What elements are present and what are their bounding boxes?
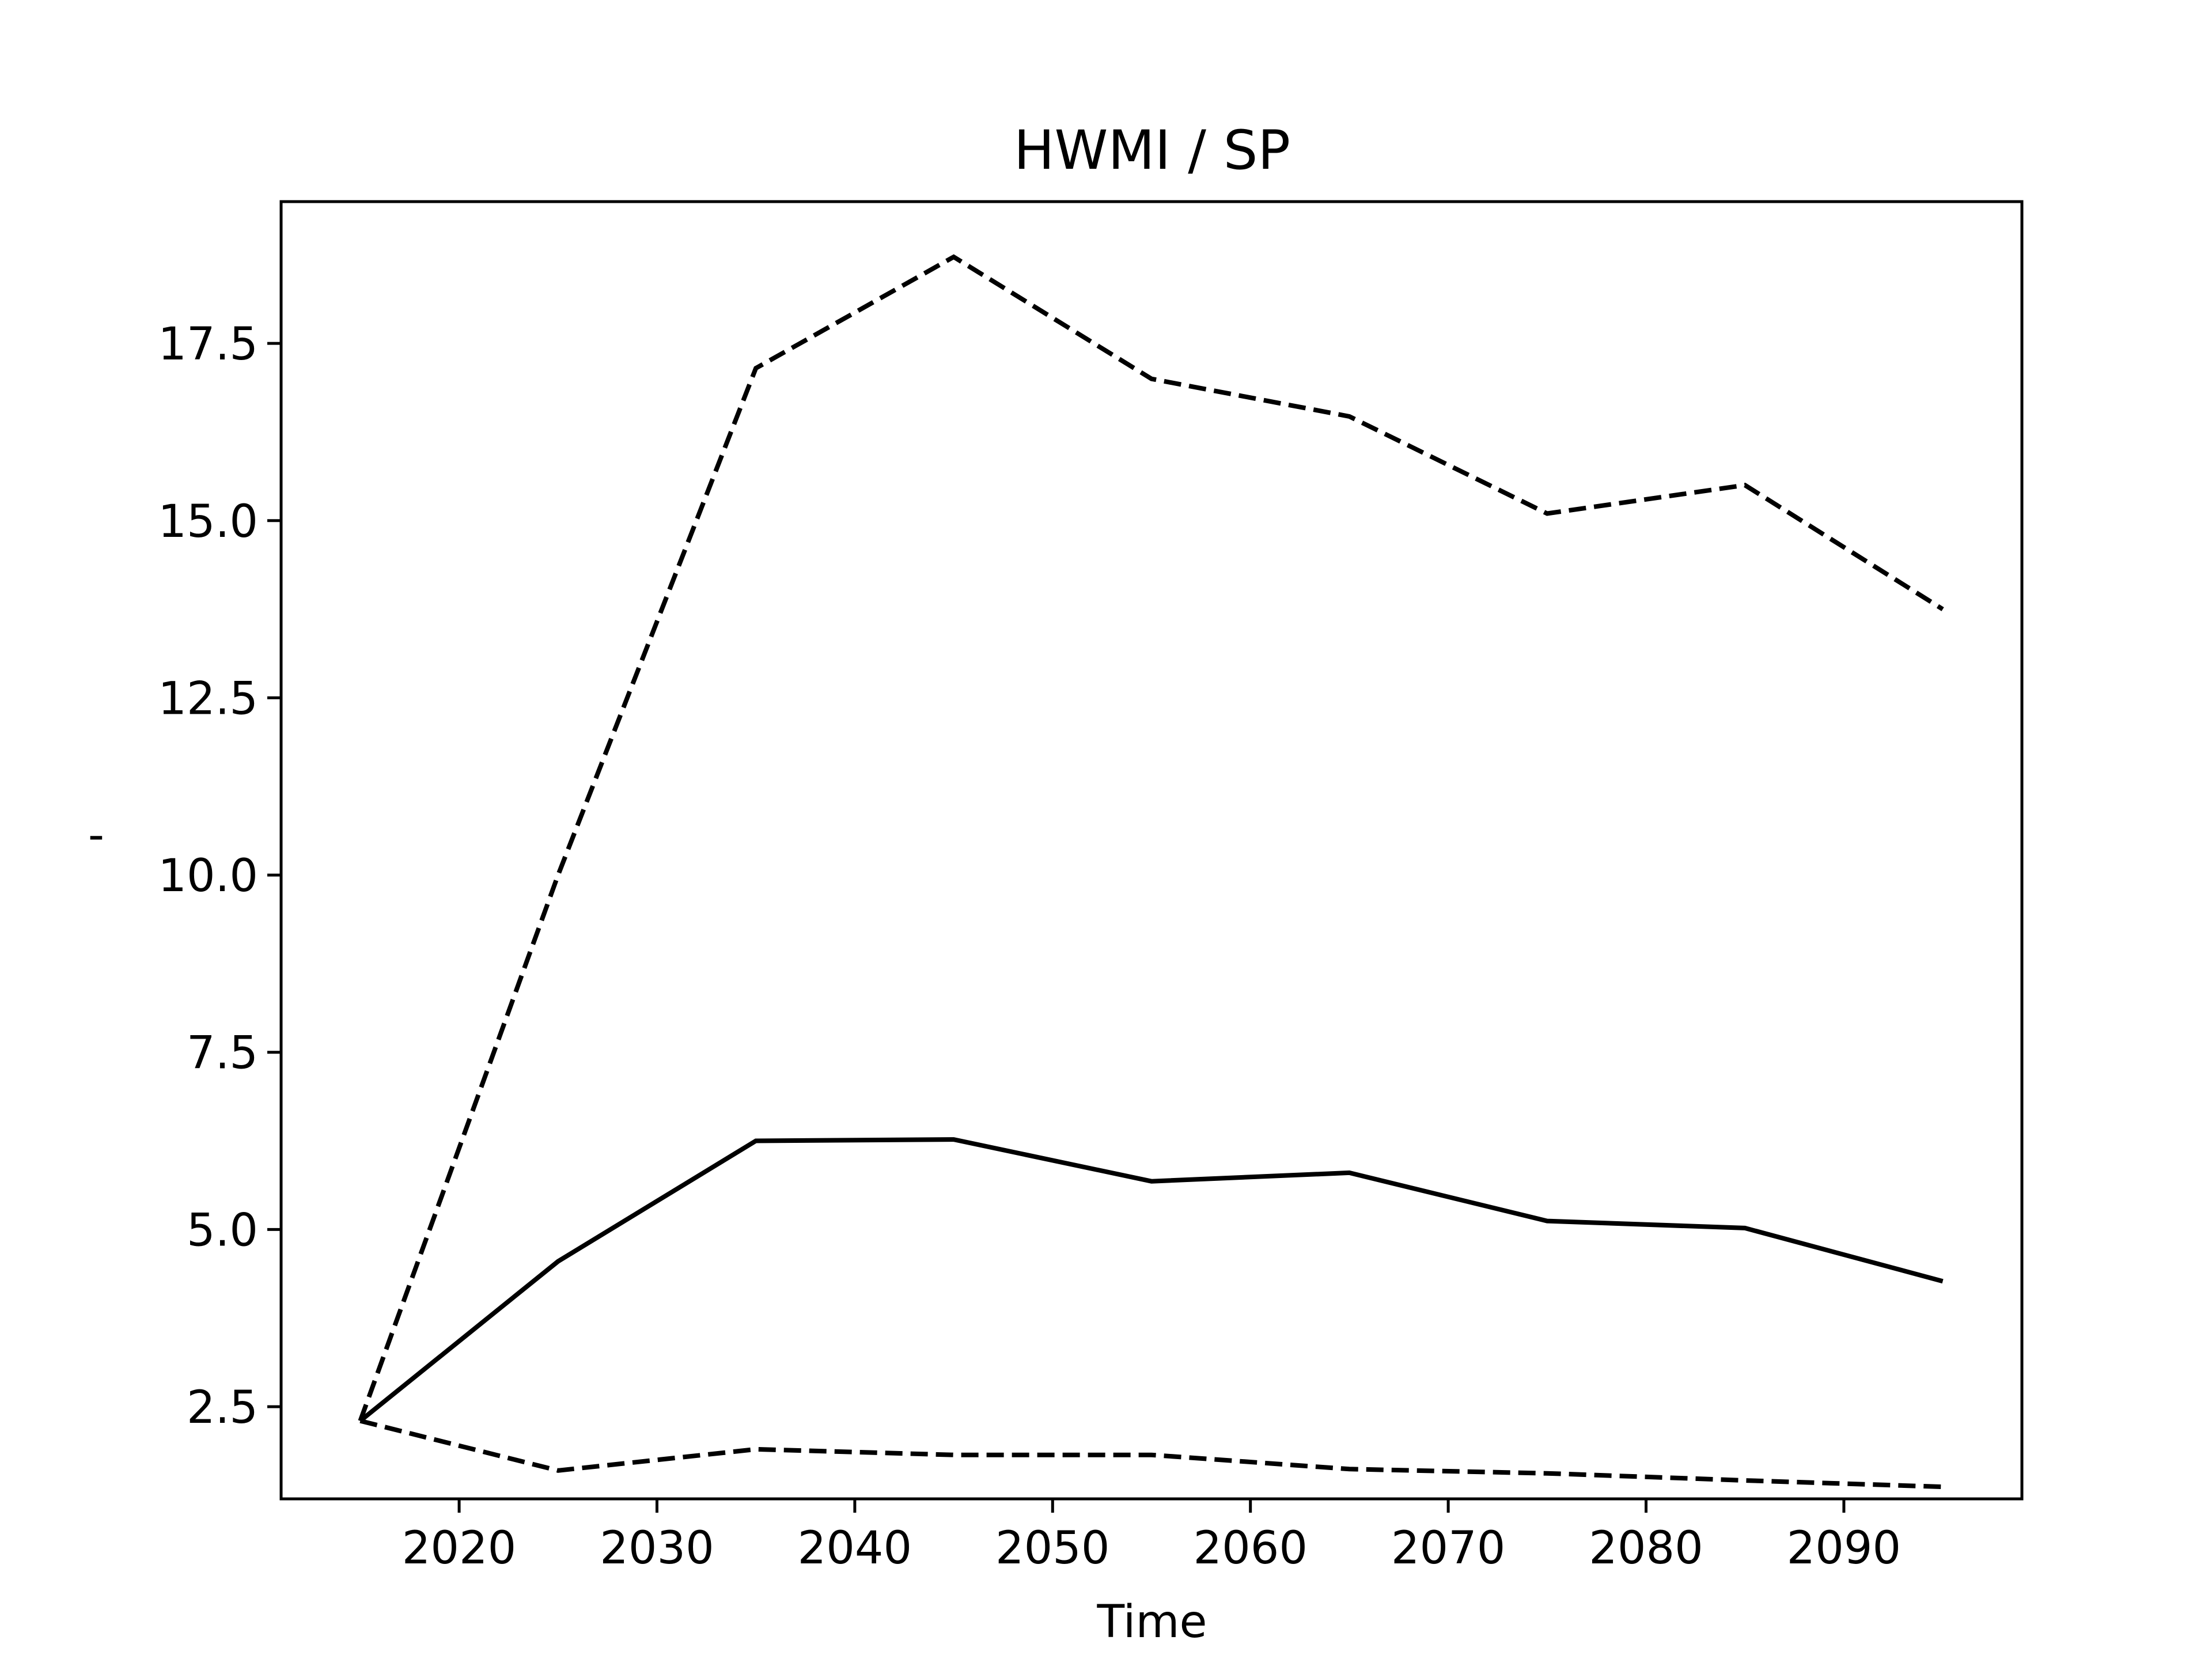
x-axis-label: Time [1097,1596,1207,1648]
series-line-2-dashed [358,254,1944,1422]
plot-frame [279,200,2024,1501]
y-tick-label: 7.5 [187,1028,258,1080]
x-tick-label: 2080 [1589,1522,1703,1574]
x-tick-label: 2040 [798,1522,912,1574]
chart-title: HWMI / SP [1014,119,1290,182]
series-layer [358,254,1944,1490]
y-tick-label: 17.5 [158,319,258,370]
series-line-1-solid [358,1137,1944,1423]
y-tick-label: 5.0 [187,1205,258,1256]
x-tick-label: 2020 [402,1522,517,1574]
y-axis-ticks: 2.5 5.0 7.5 10.0 12.5 15.0 17.5 [158,319,281,1434]
y-tick-label: 2.5 [187,1382,258,1434]
x-tick-label: 2050 [995,1522,1110,1574]
y-tick-label: 15.0 [158,496,258,548]
y-tick-label: 10.0 [158,850,258,902]
x-tick-label: 2090 [1787,1522,1902,1574]
x-axis-ticks: 2020 2030 2040 2050 2060 2070 2080 2090 [402,1499,1901,1574]
x-tick-label: 2070 [1391,1522,1506,1574]
y-axis-label: - [88,809,104,861]
x-tick-label: 2060 [1193,1522,1308,1574]
series-line-3-dashed [359,1418,1943,1490]
y-tick-label: 12.5 [158,673,258,725]
x-tick-label: 2030 [600,1522,714,1574]
